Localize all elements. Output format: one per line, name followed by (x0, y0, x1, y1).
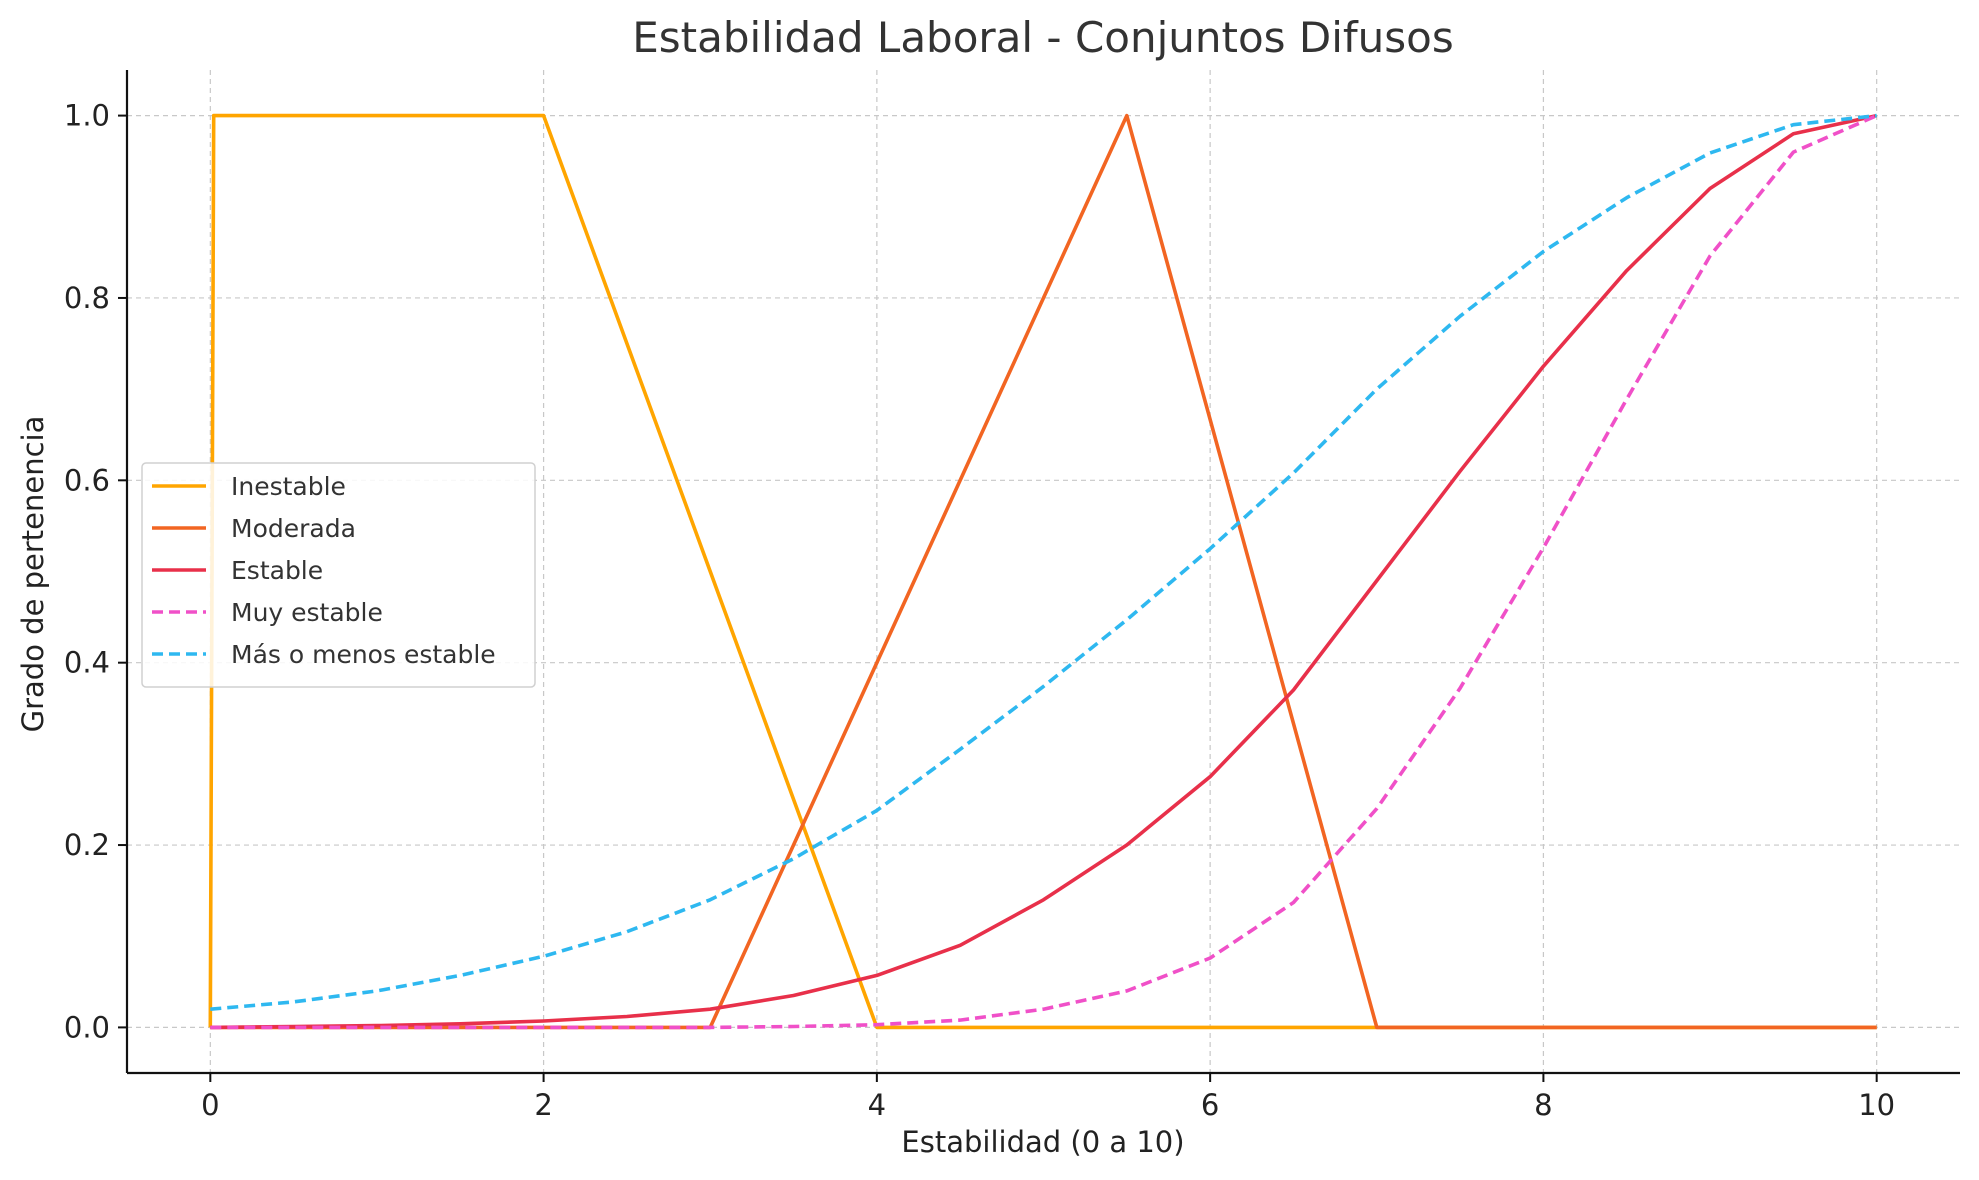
axes: 0 2 4 6 8 10 0.0 0.2 0.4 0.6 0.8 1.0 (64, 70, 1960, 1122)
series-line-mas-o-menos-estable (210, 113, 1877, 1011)
y-axis-label: Grado de pertenencia (16, 416, 50, 733)
legend-box (141, 462, 536, 688)
legend-label: Estable (231, 556, 323, 585)
x-tick-label: 2 (534, 1088, 552, 1122)
legend-label: Moderada (231, 514, 356, 543)
x-axis-label: Estabilidad (0 a 10) (901, 1125, 1184, 1159)
legend-label: Muy estable (231, 598, 383, 627)
y-tick-label: 1.0 (64, 99, 110, 133)
chart-title: Estabilidad Laboral - Conjuntos Difusos (632, 13, 1454, 62)
x-tick-label: 4 (868, 1088, 886, 1122)
series-line-muy-estable (210, 113, 1878, 1030)
x-tick-label: 10 (1858, 1088, 1895, 1122)
series-line-inestable (208, 113, 1877, 1030)
y-tick-label: 0.2 (64, 828, 110, 862)
x-tick-label: 6 (1201, 1088, 1219, 1122)
y-tick-label: 0.6 (64, 463, 110, 497)
x-tick-label: 0 (201, 1088, 219, 1122)
legend-label: Inestable (231, 472, 346, 501)
series-line-estable (210, 113, 1878, 1030)
y-tick-label: 0.0 (64, 1010, 110, 1044)
legend-label: Más o menos estable (231, 640, 496, 669)
y-tick-label: 0.4 (64, 646, 110, 680)
series-group (208, 113, 1878, 1030)
x-tick-label: 8 (1534, 1088, 1552, 1122)
legend: Inestable Moderada Estable Muy estable Más o… (141, 462, 536, 688)
y-tick-label: 0.8 (64, 281, 110, 315)
